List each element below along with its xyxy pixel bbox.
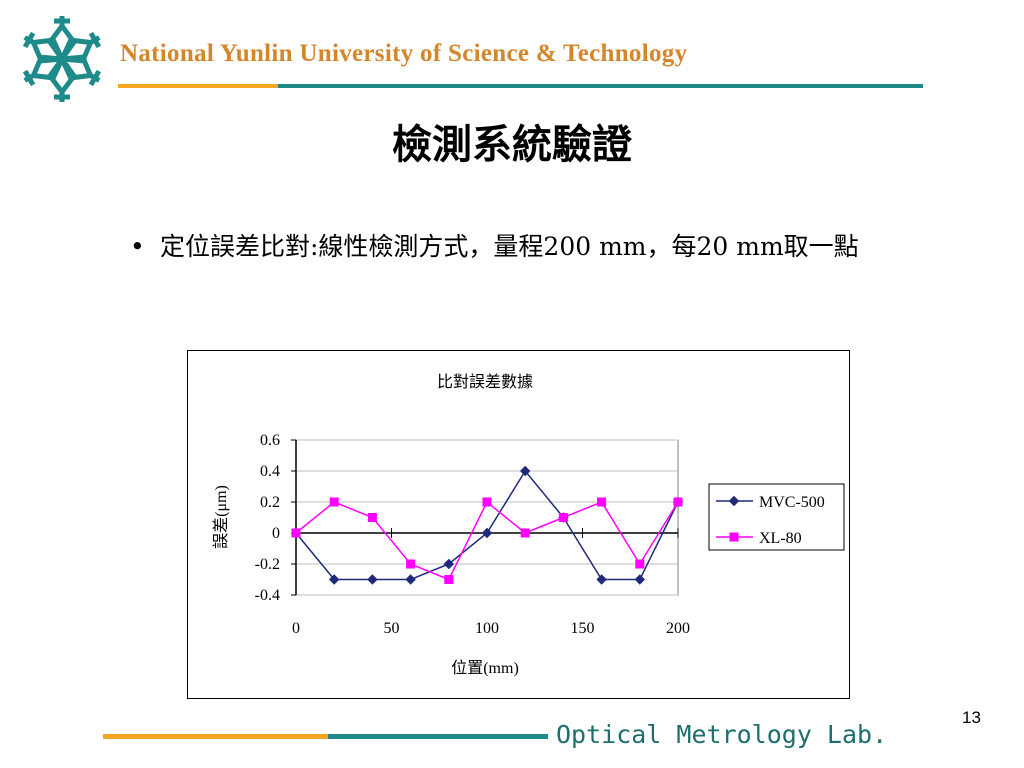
chart-title: 比對誤差數據: [437, 373, 533, 391]
footer-divider-teal: [328, 734, 548, 739]
legend-marker: [729, 532, 739, 542]
data-series: [290, 465, 684, 585]
data-point: [519, 465, 531, 477]
x-tick-label: 50: [384, 620, 400, 637]
x-axis-label: 位置(mm): [451, 659, 519, 677]
y-tick-labels: 0.6 0.4 0.2 0 -0.2 -0.4: [255, 432, 280, 604]
lab-name: Optical Metrology Lab.: [556, 720, 888, 749]
chart-container: 比對誤差數據 0.6 0.4 0.2 0 -0.2 -0.4 0 50 100 150 200 誤…: [187, 350, 850, 699]
page-number: 13: [962, 708, 981, 727]
x-tick-label: 0: [292, 620, 300, 637]
y-tick-label: -0.4: [255, 587, 280, 604]
bullet-point: • 定位誤差比對:線性檢測方式，量程200 mm，每20 mm取一點: [130, 230, 910, 264]
footer-divider-orange: [103, 734, 328, 739]
y-tick-label: 0.4: [260, 463, 280, 480]
data-point: [520, 528, 530, 538]
y-tick-label: 0: [272, 525, 280, 542]
x-tick-label: 200: [666, 620, 690, 637]
data-point: [597, 497, 607, 507]
header-divider-orange: [118, 84, 278, 88]
legend-label: XL-80: [759, 530, 802, 547]
y-tick-label: 0.6: [260, 432, 280, 449]
university-name: National Yunlin University of Science & …: [120, 40, 688, 67]
data-point: [367, 574, 378, 585]
data-point: [443, 558, 455, 570]
data-point: [482, 497, 492, 507]
x-tick-label: 150: [571, 620, 595, 637]
legend-label: MVC-500: [759, 494, 825, 511]
data-point: [329, 497, 339, 507]
x-tick-label: 100: [475, 620, 499, 637]
data-point: [406, 559, 416, 569]
data-point: [328, 574, 340, 585]
data-point: [481, 527, 493, 539]
data-point: [635, 559, 645, 569]
data-point: [405, 574, 416, 585]
bullet-dot: •: [130, 232, 145, 261]
data-point: [634, 574, 646, 585]
y-tick-label: 0.2: [260, 494, 280, 511]
data-point: [558, 513, 568, 522]
university-logo: [12, 16, 112, 107]
data-point: [596, 574, 607, 585]
header-divider-teal: [118, 84, 923, 88]
data-point: [673, 497, 683, 507]
line-chart: 比對誤差數據 0.6 0.4 0.2 0 -0.2 -0.4 0 50 100 150 200 誤…: [212, 373, 845, 677]
data-point: [444, 575, 454, 584]
y-tick-label: -0.2: [255, 556, 280, 573]
legend-marker: [728, 495, 740, 507]
legend: MVC-500 XL-80: [708, 483, 845, 551]
y-axis-label: 誤差(μm): [212, 485, 230, 549]
x-tick-labels: 0 50 100 150 200: [292, 620, 690, 637]
slide-title: 檢測系統驗證: [392, 121, 632, 168]
plot-area: [295, 439, 679, 596]
bullet-text: 定位誤差比對:線性檢測方式，量程200 mm，每20 mm取一點: [160, 232, 859, 261]
data-point: [291, 528, 301, 538]
data-point: [367, 513, 377, 522]
